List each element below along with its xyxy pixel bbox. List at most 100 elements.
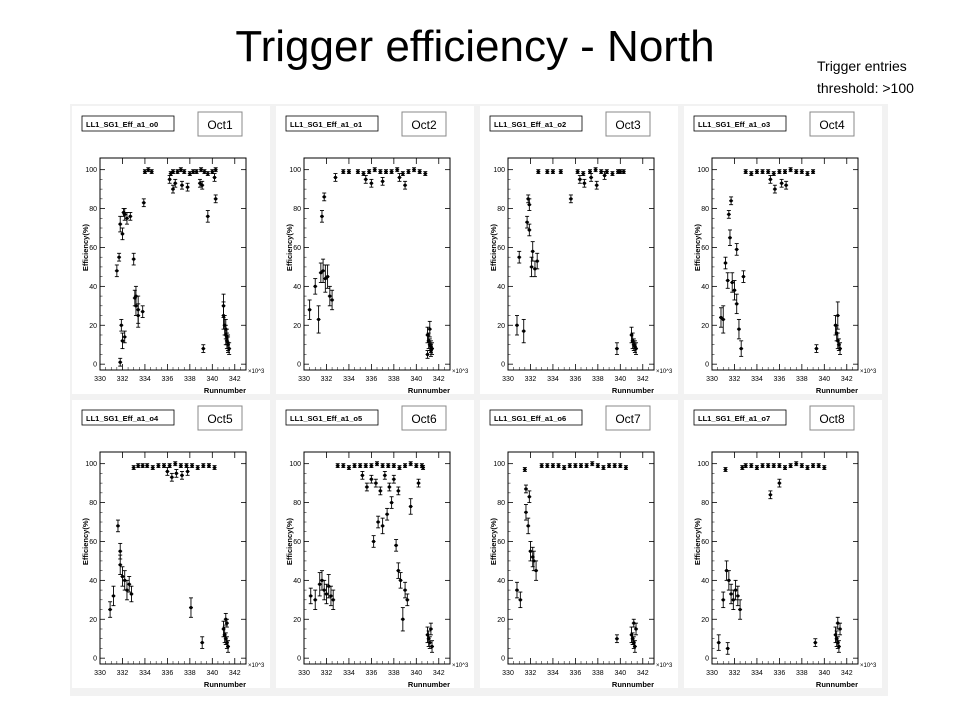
marker bbox=[800, 464, 804, 468]
data-point bbox=[766, 463, 771, 469]
x-tick-label: 338 bbox=[388, 376, 400, 383]
marker bbox=[569, 197, 573, 201]
data-point bbox=[327, 285, 332, 307]
data-point bbox=[723, 467, 728, 472]
marker bbox=[376, 520, 380, 524]
data-point bbox=[836, 640, 841, 653]
data-point bbox=[387, 482, 392, 492]
marker bbox=[559, 170, 563, 174]
marker bbox=[329, 594, 333, 598]
x-tick-label: 342 bbox=[433, 670, 445, 677]
x-tick-label: 336 bbox=[366, 376, 378, 383]
marker bbox=[179, 464, 183, 468]
marker bbox=[527, 495, 531, 499]
data-point bbox=[167, 175, 172, 184]
marker bbox=[333, 175, 338, 180]
data-point bbox=[195, 465, 200, 470]
data-point bbox=[749, 463, 754, 469]
marker bbox=[108, 607, 112, 612]
data-point bbox=[813, 638, 818, 647]
marker bbox=[384, 170, 388, 174]
marker bbox=[168, 177, 172, 181]
marker bbox=[602, 173, 607, 178]
y-tick-label: 100 bbox=[85, 167, 97, 174]
x-multiplier: ×10^3 bbox=[248, 369, 265, 375]
marker bbox=[739, 347, 743, 351]
x-tick-label: 338 bbox=[388, 670, 400, 677]
marker bbox=[545, 170, 549, 174]
data-point bbox=[716, 634, 721, 651]
y-tick-label: 0 bbox=[501, 656, 505, 663]
marker bbox=[115, 269, 119, 273]
data-point bbox=[188, 597, 193, 618]
data-point bbox=[783, 169, 787, 175]
threshold-note-line2: threshold: >100 bbox=[817, 80, 914, 96]
x-multiplier: ×10^3 bbox=[860, 663, 877, 669]
data-point bbox=[120, 566, 125, 587]
data-point bbox=[321, 258, 326, 283]
data-point bbox=[799, 463, 804, 469]
marker bbox=[749, 464, 753, 468]
marker bbox=[364, 177, 368, 181]
marker bbox=[525, 220, 529, 224]
x-tick-label: 332 bbox=[117, 376, 129, 383]
marker bbox=[615, 637, 619, 641]
marker bbox=[317, 317, 321, 322]
octant-tag-box bbox=[605, 111, 651, 137]
marker bbox=[397, 465, 402, 470]
y-tick-label: 100 bbox=[85, 461, 97, 468]
data-point bbox=[579, 463, 583, 469]
marker bbox=[132, 465, 136, 470]
data-point bbox=[173, 461, 178, 467]
marker bbox=[607, 464, 611, 468]
data-point bbox=[582, 178, 587, 188]
marker bbox=[744, 170, 748, 174]
y-tick-label: 40 bbox=[293, 284, 301, 291]
marker bbox=[421, 465, 425, 470]
marker bbox=[142, 201, 146, 205]
marker bbox=[613, 464, 617, 468]
data-point bbox=[150, 465, 155, 470]
marker bbox=[210, 170, 214, 174]
data-point bbox=[425, 350, 430, 359]
data-point bbox=[768, 490, 773, 500]
data-point bbox=[322, 192, 327, 202]
data-point bbox=[165, 467, 170, 476]
data-point bbox=[380, 176, 385, 186]
y-tick-label: 100 bbox=[697, 461, 709, 468]
hist-title: LL1_SG1_Eff_a1_o1 bbox=[290, 120, 362, 129]
data-point bbox=[317, 572, 322, 597]
data-point bbox=[372, 167, 377, 173]
marker bbox=[196, 465, 200, 470]
marker bbox=[412, 168, 416, 172]
marker bbox=[369, 464, 373, 468]
x-multiplier: ×10^3 bbox=[452, 369, 469, 375]
marker bbox=[136, 313, 140, 318]
marker bbox=[360, 473, 364, 477]
data-point bbox=[814, 344, 819, 353]
data-point bbox=[601, 465, 606, 470]
marker bbox=[347, 465, 351, 470]
data-point bbox=[534, 560, 539, 581]
data-point bbox=[732, 280, 737, 301]
hist-title-box bbox=[489, 115, 583, 132]
marker bbox=[365, 485, 369, 489]
data-point bbox=[423, 171, 428, 176]
plot-grid-svg: LL1_SG1_Eff_a1_o0 Oct1 0 20 40 60 80 100 330 332 3… bbox=[72, 106, 882, 689]
marker bbox=[381, 464, 385, 468]
marker bbox=[206, 214, 210, 218]
data-point bbox=[604, 169, 609, 175]
data-point bbox=[725, 642, 730, 655]
data-point bbox=[120, 227, 125, 241]
octant-tag: Oct1 bbox=[207, 118, 233, 132]
marker bbox=[406, 170, 411, 174]
data-point bbox=[539, 463, 544, 469]
marker bbox=[151, 465, 155, 470]
x-tick-label: 330 bbox=[706, 376, 718, 383]
efficiency-plot-grid: LL1_SG1_Eff_a1_o0 Oct1 0 20 40 60 80 100 330 332 3… bbox=[70, 104, 888, 696]
marker bbox=[184, 464, 189, 468]
data-point bbox=[380, 517, 385, 535]
x-tick-label: 338 bbox=[796, 376, 808, 383]
data-point bbox=[213, 167, 218, 173]
marker bbox=[429, 348, 433, 353]
